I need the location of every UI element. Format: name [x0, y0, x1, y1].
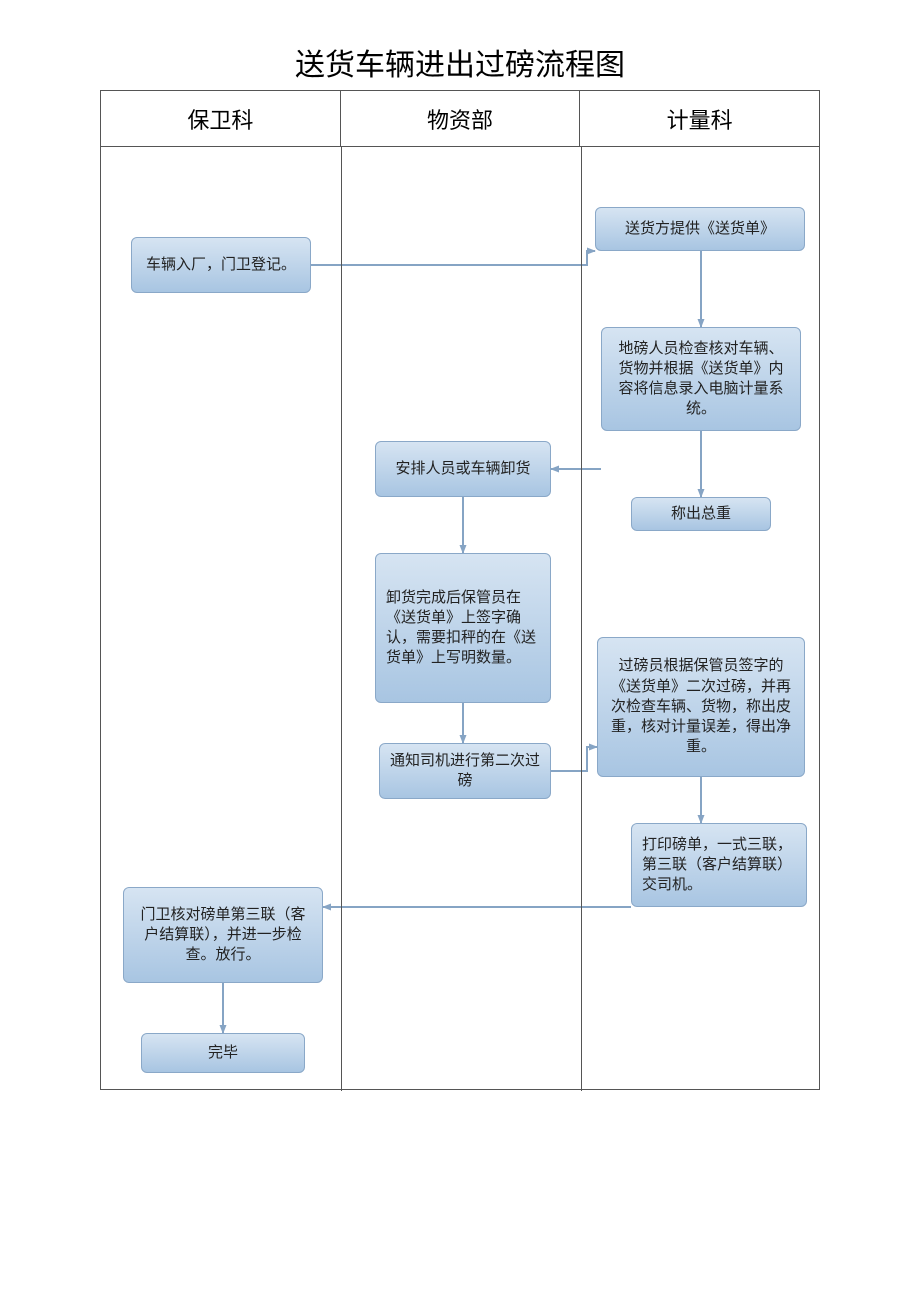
flow-node-n4: 称出总重 — [631, 497, 771, 531]
column-divider — [581, 147, 582, 1091]
swimlane-header-col3: 计量科 — [580, 91, 819, 146]
flow-node-n6: 卸货完成后保管员在《送货单》上签字确认，需要扣秤的在《送货单》上写明数量。 — [375, 553, 551, 703]
flow-node-n8: 过磅员根据保管员签字的《送货单》二次过磅，并再次检查车辆、货物，称出皮重，核对计… — [597, 637, 805, 777]
flow-node-n1: 车辆入厂，门卫登记。 — [131, 237, 311, 293]
flow-node-n10: 门卫核对磅单第三联（客户结算联），并进一步检查。放行。 — [123, 887, 323, 983]
flow-node-n2: 送货方提供《送货单》 — [595, 207, 805, 251]
flowchart-body: 车辆入厂，门卫登记。 送货方提供《送货单》地磅人员检查核对车辆、货物并根据《送货单… — [101, 147, 819, 1091]
edge-n7-n8 — [551, 747, 597, 771]
swimlane-header-col1: 保卫科 — [101, 91, 341, 146]
flowchart: 保卫科 物资部 计量科 车辆入厂，门卫登记。 送货方提供《送货单》地磅人员检查核对… — [100, 90, 820, 1090]
flow-node-n11: 完毕 — [141, 1033, 305, 1073]
column-divider — [341, 147, 342, 1091]
swimlane-header-row: 保卫科 物资部 计量科 — [101, 91, 819, 147]
flow-node-n3: 地磅人员检查核对车辆、货物并根据《送货单》内容将信息录入电脑计量系统。 — [601, 327, 801, 431]
flow-node-n9: 打印磅单，一式三联，第三联（客户结算联）交司机。 — [631, 823, 807, 907]
flow-node-n7: 通知司机进行第二次过磅 — [379, 743, 551, 799]
flow-node-n5: 安排人员或车辆卸货 — [375, 441, 551, 497]
swimlane-header-col2: 物资部 — [341, 91, 581, 146]
edge-n1-n2 — [311, 251, 595, 265]
page-title: 送货车辆进出过磅流程图 — [100, 40, 820, 84]
